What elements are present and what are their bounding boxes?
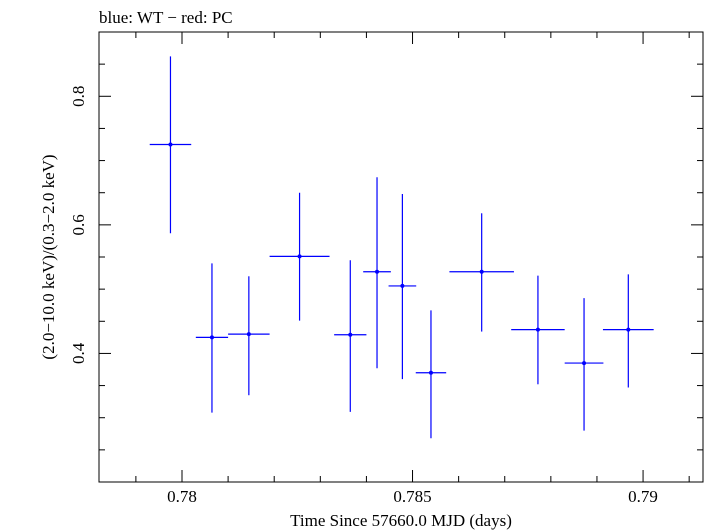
y-tick-label: 0.6 bbox=[69, 214, 88, 235]
plot-frame bbox=[98, 31, 704, 483]
data-marker bbox=[535, 327, 540, 332]
data-point-5 bbox=[334, 260, 367, 412]
chart-title: blue: WT − red: PC bbox=[99, 8, 233, 27]
data-marker bbox=[246, 332, 251, 337]
data-point-9 bbox=[449, 213, 514, 332]
data-point-7 bbox=[388, 194, 417, 380]
data-point-4 bbox=[269, 192, 330, 321]
data-marker bbox=[400, 283, 405, 288]
y-axis-label: (2.0−10.0 keV)/(0.3−2.0 keV) bbox=[39, 154, 58, 359]
data-point-3 bbox=[228, 276, 270, 396]
data-marker bbox=[168, 142, 173, 147]
data-point-1 bbox=[149, 56, 192, 234]
y-axis-ticks bbox=[99, 31, 703, 483]
data-point-6 bbox=[363, 177, 391, 369]
y-tick-label: 0.8 bbox=[69, 86, 88, 107]
data-point-10 bbox=[511, 275, 565, 385]
y-axis-tick-labels: 0.4 0.6 0.8 bbox=[69, 86, 88, 364]
data-marker bbox=[375, 269, 380, 274]
data-marker bbox=[209, 335, 214, 340]
data-point-12 bbox=[602, 274, 654, 388]
data-series-wt bbox=[149, 56, 654, 439]
data-point-11 bbox=[564, 298, 604, 431]
x-axis-tick-labels: 0.78 0.785 0.79 bbox=[167, 487, 658, 506]
data-marker bbox=[428, 370, 433, 375]
x-axis-label: Time Since 57660.0 MJD (days) bbox=[290, 511, 512, 530]
data-marker bbox=[479, 269, 484, 274]
x-tick-label: 0.78 bbox=[167, 487, 197, 506]
data-marker bbox=[582, 361, 587, 366]
data-marker bbox=[297, 254, 302, 259]
data-point-8 bbox=[415, 310, 447, 439]
x-tick-label: 0.785 bbox=[393, 487, 431, 506]
x-tick-label: 0.79 bbox=[628, 487, 658, 506]
y-tick-label: 0.4 bbox=[69, 342, 88, 364]
data-point-2 bbox=[195, 263, 229, 413]
data-marker bbox=[348, 332, 353, 337]
x-axis-ticks bbox=[135, 32, 690, 482]
data-marker bbox=[626, 327, 631, 332]
